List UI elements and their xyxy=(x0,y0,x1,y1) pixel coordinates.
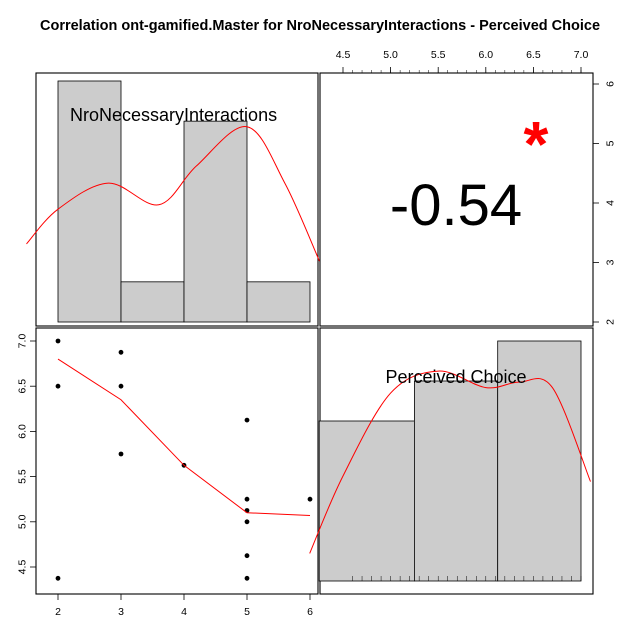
scatter-point xyxy=(118,349,124,355)
scatter-point xyxy=(118,383,124,389)
bottom-axis-tick-label: 6 xyxy=(307,606,313,618)
histogram-bar xyxy=(413,380,499,582)
scatter-point xyxy=(55,575,61,581)
scatter-point xyxy=(244,519,250,525)
right-axis-tick-label: 4 xyxy=(605,200,617,206)
bottom-axis-tick-label: 2 xyxy=(55,606,61,618)
top-axis-tick-label: 6.5 xyxy=(526,49,541,61)
top-axis-tick-label: 5.5 xyxy=(431,49,446,61)
top-axis-tick-label: 5.0 xyxy=(383,49,398,61)
left-axis-tick-label: 6.5 xyxy=(17,379,29,394)
left-axis-tick-label: 6.0 xyxy=(17,424,29,439)
top-axis-tick-label: 4.5 xyxy=(336,49,351,61)
scatter-point xyxy=(244,553,250,559)
bottom-axis-tick-label: 3 xyxy=(118,606,124,618)
right-axis-tick-label: 3 xyxy=(605,259,617,265)
right-axis-tick-label: 2 xyxy=(605,319,617,325)
histogram-bar xyxy=(497,340,582,582)
right-axis-tick-label: 5 xyxy=(605,140,617,146)
scatter-panel: 2 3 4 5 6 4.5 5.0 5.5 6.0 6.5 7.0 xyxy=(17,334,314,618)
scatter-point xyxy=(244,496,250,502)
histogram-bar xyxy=(183,120,248,323)
histogram-bar xyxy=(120,281,185,323)
histogram-nronecessaryinteractions xyxy=(26,80,320,323)
top-axis-tick-label: 7.0 xyxy=(574,49,589,61)
variable-label-perceived-choice: Perceived Choice xyxy=(385,367,526,387)
chart-title: Correlation ont-gamified.Master for NroN… xyxy=(39,18,601,34)
scatter-point xyxy=(118,451,124,457)
scatter-point xyxy=(244,417,250,423)
histogram-bar xyxy=(57,80,122,323)
correlation-panel: 4.5 5.0 5.5 6.0 6.5 7.0 2 3 4 5 6 xyxy=(336,49,617,325)
panel-frame-top-left xyxy=(35,72,319,327)
panel-frame-bottom-left xyxy=(35,327,319,595)
correlation-value: -0.54 xyxy=(390,173,522,238)
scatter-smooth-line xyxy=(57,358,311,516)
scatter-point xyxy=(55,338,61,344)
density-curve xyxy=(309,370,591,554)
significance-star: * xyxy=(524,108,549,180)
bottom-axis-tick-label: 5 xyxy=(244,606,250,618)
histogram-bar xyxy=(246,281,311,323)
left-axis-tick-label: 5.0 xyxy=(17,514,29,529)
scatter-point xyxy=(307,496,313,502)
left-axis-tick-label: 7.0 xyxy=(17,334,29,349)
histogram-perceived-choice xyxy=(309,340,591,582)
density-curve xyxy=(26,126,320,262)
variable-label-nronecessaryinteractions: NroNecessaryInteractions xyxy=(70,105,277,125)
histogram-bar xyxy=(318,420,415,582)
left-axis-tick-label: 5.5 xyxy=(17,469,29,484)
scatter-point xyxy=(55,383,61,389)
left-axis-tick-label: 4.5 xyxy=(17,560,29,575)
top-axis-tick-label: 6.0 xyxy=(478,49,493,61)
right-axis-tick-label: 6 xyxy=(605,81,617,87)
scatter-point xyxy=(244,575,250,581)
bottom-axis-tick-label: 4 xyxy=(181,606,187,618)
